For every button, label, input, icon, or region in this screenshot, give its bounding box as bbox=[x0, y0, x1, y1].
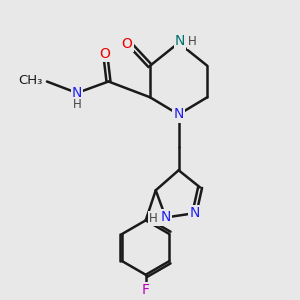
Text: N: N bbox=[72, 86, 82, 100]
Text: H: H bbox=[73, 98, 82, 112]
Text: N: N bbox=[173, 107, 184, 122]
Text: N: N bbox=[189, 206, 200, 220]
Text: O: O bbox=[99, 47, 110, 61]
Text: H: H bbox=[188, 35, 197, 48]
Text: O: O bbox=[122, 37, 133, 51]
Text: N: N bbox=[160, 211, 171, 224]
Text: H: H bbox=[149, 212, 158, 225]
Text: N: N bbox=[175, 34, 185, 48]
Text: CH₃: CH₃ bbox=[18, 74, 43, 87]
Text: F: F bbox=[142, 284, 150, 298]
